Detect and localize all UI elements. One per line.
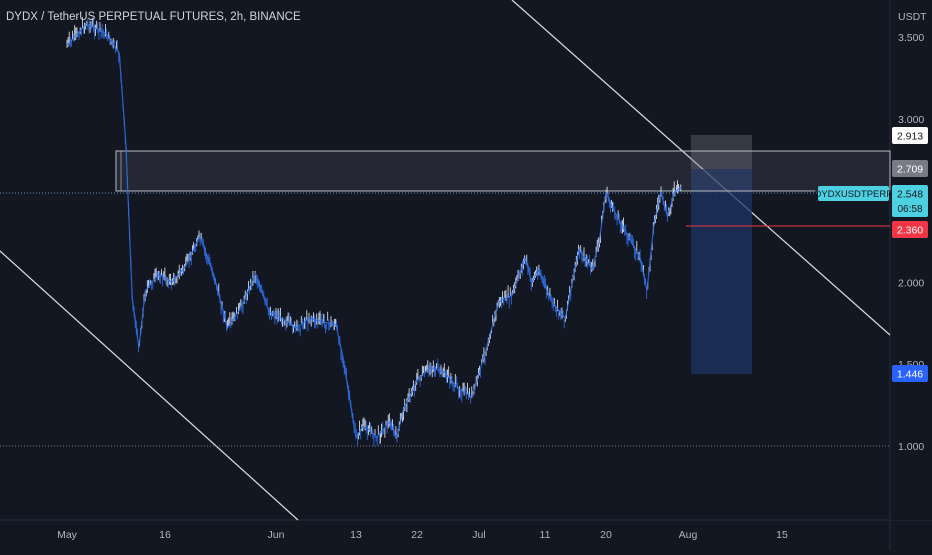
time-tick-label: 15 [776, 529, 788, 541]
ticker-badge: DYDXUSDTPERP [814, 186, 893, 201]
price-axis[interactable] [891, 0, 932, 520]
price-axis-currency: USDT [898, 11, 927, 23]
upper-trendline[interactable] [511, 0, 891, 336]
price-series [66, 17, 682, 447]
low-level-badge: 1.446 [892, 365, 928, 382]
time-tick-label: 20 [600, 529, 612, 541]
time-tick-label: 22 [411, 529, 423, 541]
time-tick-label: May [57, 529, 78, 541]
position-target-box[interactable] [691, 135, 752, 169]
price-tick-label: 2.000 [898, 277, 924, 289]
time-axis-ticks: May 16 Jun 13 22 Jul 11 20 Aug 15 [57, 529, 788, 541]
price-tick-label: 3.000 [898, 114, 924, 126]
low-level-label: 1.446 [897, 369, 923, 381]
current-price-badge: 2.548 06:58 [892, 185, 928, 217]
price-tick-label: 3.500 [898, 32, 924, 44]
resistance-zone[interactable] [115, 150, 891, 192]
plot-area[interactable] [0, 0, 890, 520]
time-tick-label: Aug [679, 529, 698, 541]
ticker-label: DYDXUSDTPERP [814, 189, 892, 200]
zone-top-badge: 2.709 [892, 160, 928, 177]
stop-level-label: 2.360 [897, 225, 923, 237]
current-price-label: 2.548 [897, 189, 923, 201]
time-tick-label: 11 [540, 529, 551, 541]
target-price-label: 2.913 [897, 131, 923, 143]
stop-level-badge: 2.360 [892, 221, 928, 238]
price-tick-label: 1.000 [898, 441, 924, 453]
time-tick-label: Jul [472, 529, 485, 541]
zone-top-label: 2.709 [897, 164, 923, 176]
time-tick-label: Jun [268, 529, 285, 541]
bar-countdown: 06:58 [897, 204, 922, 215]
symbol-title[interactable]: DYDX / TetherUS PERPETUAL FUTURES, 2h, B… [6, 11, 301, 23]
time-tick-label: 16 [159, 529, 171, 541]
time-tick-label: 13 [350, 529, 362, 541]
price-line [66, 23, 682, 440]
lower-trendline[interactable] [0, 250, 299, 521]
target-price-badge: 2.913 [892, 127, 928, 144]
position-stop-box[interactable] [691, 169, 752, 374]
